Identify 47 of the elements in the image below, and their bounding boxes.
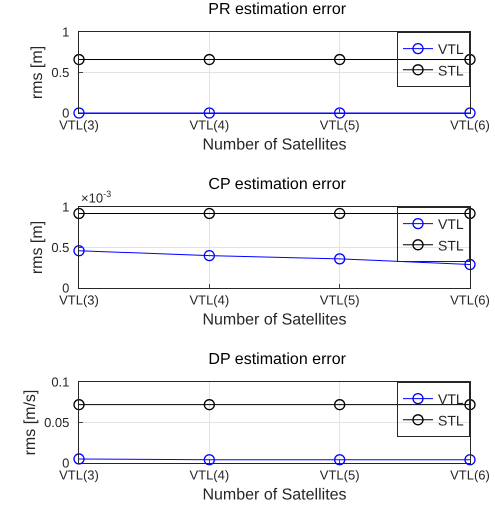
x-tick-label: VTL(4): [189, 292, 230, 308]
point: [464, 208, 476, 220]
point: [334, 399, 346, 410]
point: [73, 399, 85, 410]
chart-title: CP estimation error: [208, 176, 347, 193]
y-tick-label: 0.5: [51, 65, 70, 80]
legend-label: VTL: [438, 41, 464, 58]
point: [204, 454, 215, 466]
legend-label: VTL: [438, 216, 464, 232]
point: [73, 245, 85, 256]
chart-title: DP estimation error: [208, 350, 347, 368]
point: [464, 258, 476, 270]
point: [334, 454, 346, 466]
point: [334, 208, 346, 220]
x-axis-title: Number of Satellites: [202, 311, 347, 328]
point: [204, 250, 215, 262]
legend-label: STL: [438, 412, 464, 428]
y-axis-title: rms [m/s]: [22, 390, 39, 456]
point: [73, 208, 85, 220]
legend-label: STL: [438, 237, 464, 254]
x-tick-label: VTL(5): [320, 468, 360, 483]
y-tick-label: 1: [62, 200, 70, 215]
x-tick-label: VTL(6): [450, 118, 490, 133]
chart-title: PR estimation error: [208, 0, 347, 18]
y-tick-label: 0.1: [51, 374, 70, 390]
x-tick-label: VTL(5): [320, 118, 360, 133]
x-tick-label: VTL(6): [450, 292, 490, 308]
y-tick-label: 0.5: [51, 240, 70, 256]
point: [204, 208, 215, 220]
point: [334, 253, 346, 264]
x-tick-label: VTL(5): [320, 292, 360, 308]
point: [204, 399, 215, 410]
x-axis-title: Number of Satellites: [202, 136, 347, 154]
point: [73, 453, 85, 465]
x-tick-label: VTL(4): [189, 468, 230, 483]
legend-label: STL: [438, 62, 464, 78]
legend-label: VTL: [438, 391, 464, 408]
y-axis-title: rms [m]: [29, 46, 46, 100]
x-axis-title: Number of Satellites: [202, 486, 347, 504]
y-tick-label: 1: [62, 24, 70, 40]
y-tick-label: 0.05: [44, 415, 70, 430]
text: ×10$^{-3}$: [81, 189, 112, 206]
y-axis-title: rms [m]: [29, 220, 46, 274]
point: [464, 399, 476, 410]
x-tick-label: VTL(4): [189, 118, 230, 133]
x-tick-label: VTL(6): [450, 468, 490, 483]
point: [464, 454, 476, 466]
